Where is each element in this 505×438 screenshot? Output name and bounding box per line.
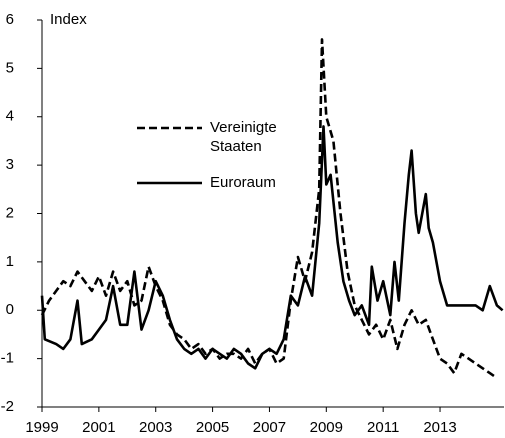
x-tick-label: 2003 — [139, 419, 172, 436]
y-tick-label: -2 — [1, 398, 14, 415]
y-tick-label: 2 — [6, 204, 14, 221]
y-tick-label: 3 — [6, 156, 14, 173]
legend-label: Vereinigte Staaten — [210, 119, 277, 155]
y-tick-label: 1 — [6, 253, 14, 270]
y-tick-label: 4 — [6, 108, 14, 125]
y-axis-label: Index — [50, 11, 87, 28]
line-series — [40, 125, 504, 370]
x-tick-label: 2013 — [423, 419, 456, 436]
y-tick-label: 0 — [6, 301, 14, 318]
y-tick-label: 5 — [6, 59, 14, 76]
x-tick-label: 1999 — [25, 419, 58, 436]
x-tick-label: 2011 — [367, 419, 399, 436]
legend-label: Euroraum — [210, 174, 276, 191]
line-series — [40, 38, 498, 380]
y-tick-label: 6 — [6, 11, 14, 28]
y-tick-label: -1 — [1, 350, 14, 367]
x-tick-label: 2007 — [253, 419, 286, 436]
x-tick-label: 2005 — [196, 419, 229, 436]
x-tick-label: 2001 — [82, 419, 115, 436]
x-tick-label: 2009 — [310, 419, 343, 436]
